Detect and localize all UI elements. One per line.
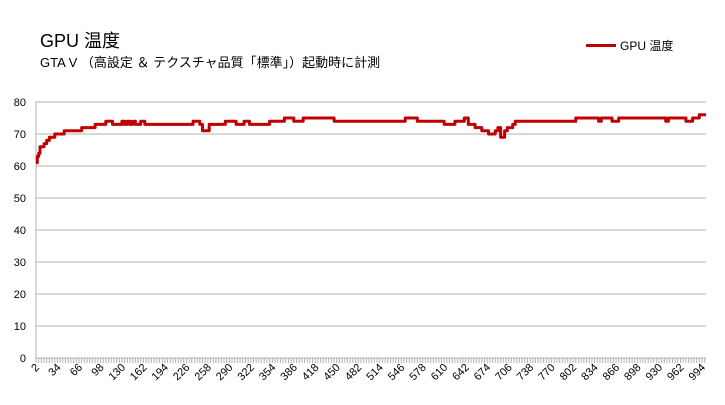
x-tick-label: 578 (407, 362, 428, 383)
y-tick-label: 80 (14, 97, 26, 109)
x-tick-label: 226 (171, 362, 192, 383)
y-tick-label: 50 (14, 193, 26, 205)
x-tick-label: 98 (89, 362, 106, 379)
y-tick-label: 0 (20, 353, 26, 365)
x-tick-label: 66 (68, 362, 85, 379)
x-tick-label: 642 (450, 362, 471, 383)
y-tick-label: 70 (14, 129, 26, 141)
y-tick-label: 60 (14, 161, 26, 173)
x-tick-label: 930 (644, 362, 665, 383)
x-tick-label: 898 (622, 362, 643, 383)
y-tick-label: 40 (14, 225, 26, 237)
y-tick-label: 10 (14, 321, 26, 333)
x-tick-label: 130 (107, 362, 128, 383)
y-tick-label: 20 (14, 289, 26, 301)
x-tick-label: 34 (46, 362, 63, 379)
x-tick-label: 2 (29, 362, 42, 375)
x-tick-label: 418 (300, 362, 321, 383)
x-tick-label: 482 (343, 362, 364, 383)
x-tick-label: 674 (472, 362, 493, 383)
x-tick-label: 290 (214, 362, 235, 383)
x-tick-label: 194 (150, 362, 171, 383)
x-tick-label: 962 (665, 362, 686, 383)
x-tick-label: 610 (429, 362, 450, 383)
x-tick-label: 706 (493, 362, 514, 383)
x-tick-label: 866 (601, 362, 622, 383)
x-tick-label: 514 (364, 362, 385, 383)
x-tick-label: 546 (386, 362, 407, 383)
x-tick-label: 834 (579, 362, 600, 383)
x-tick-label: 738 (515, 362, 536, 383)
x-tick-label: 322 (235, 362, 256, 383)
chart-subtitle: GTA V （高設定 ＆ テクスチャ品質「標準」）起動時に計測 (40, 55, 381, 70)
y-tick-label: 30 (14, 257, 26, 269)
chart-title: GPU 温度 (40, 31, 121, 51)
legend-swatch (586, 44, 616, 47)
x-tick-label: 802 (558, 362, 579, 383)
x-tick-label: 994 (687, 362, 708, 383)
x-tick-label: 162 (128, 362, 149, 383)
x-tick-label: 354 (257, 362, 278, 383)
x-tick-label: 450 (321, 362, 342, 383)
series-line-gpu-temperature (35, 113, 706, 165)
x-tick-label: 386 (278, 362, 299, 383)
legend-label: GPU 温度 (620, 39, 674, 53)
x-tick-label: 770 (536, 362, 557, 383)
x-tick-label: 258 (193, 362, 214, 383)
chart-legend: GPU 温度 (586, 37, 673, 54)
